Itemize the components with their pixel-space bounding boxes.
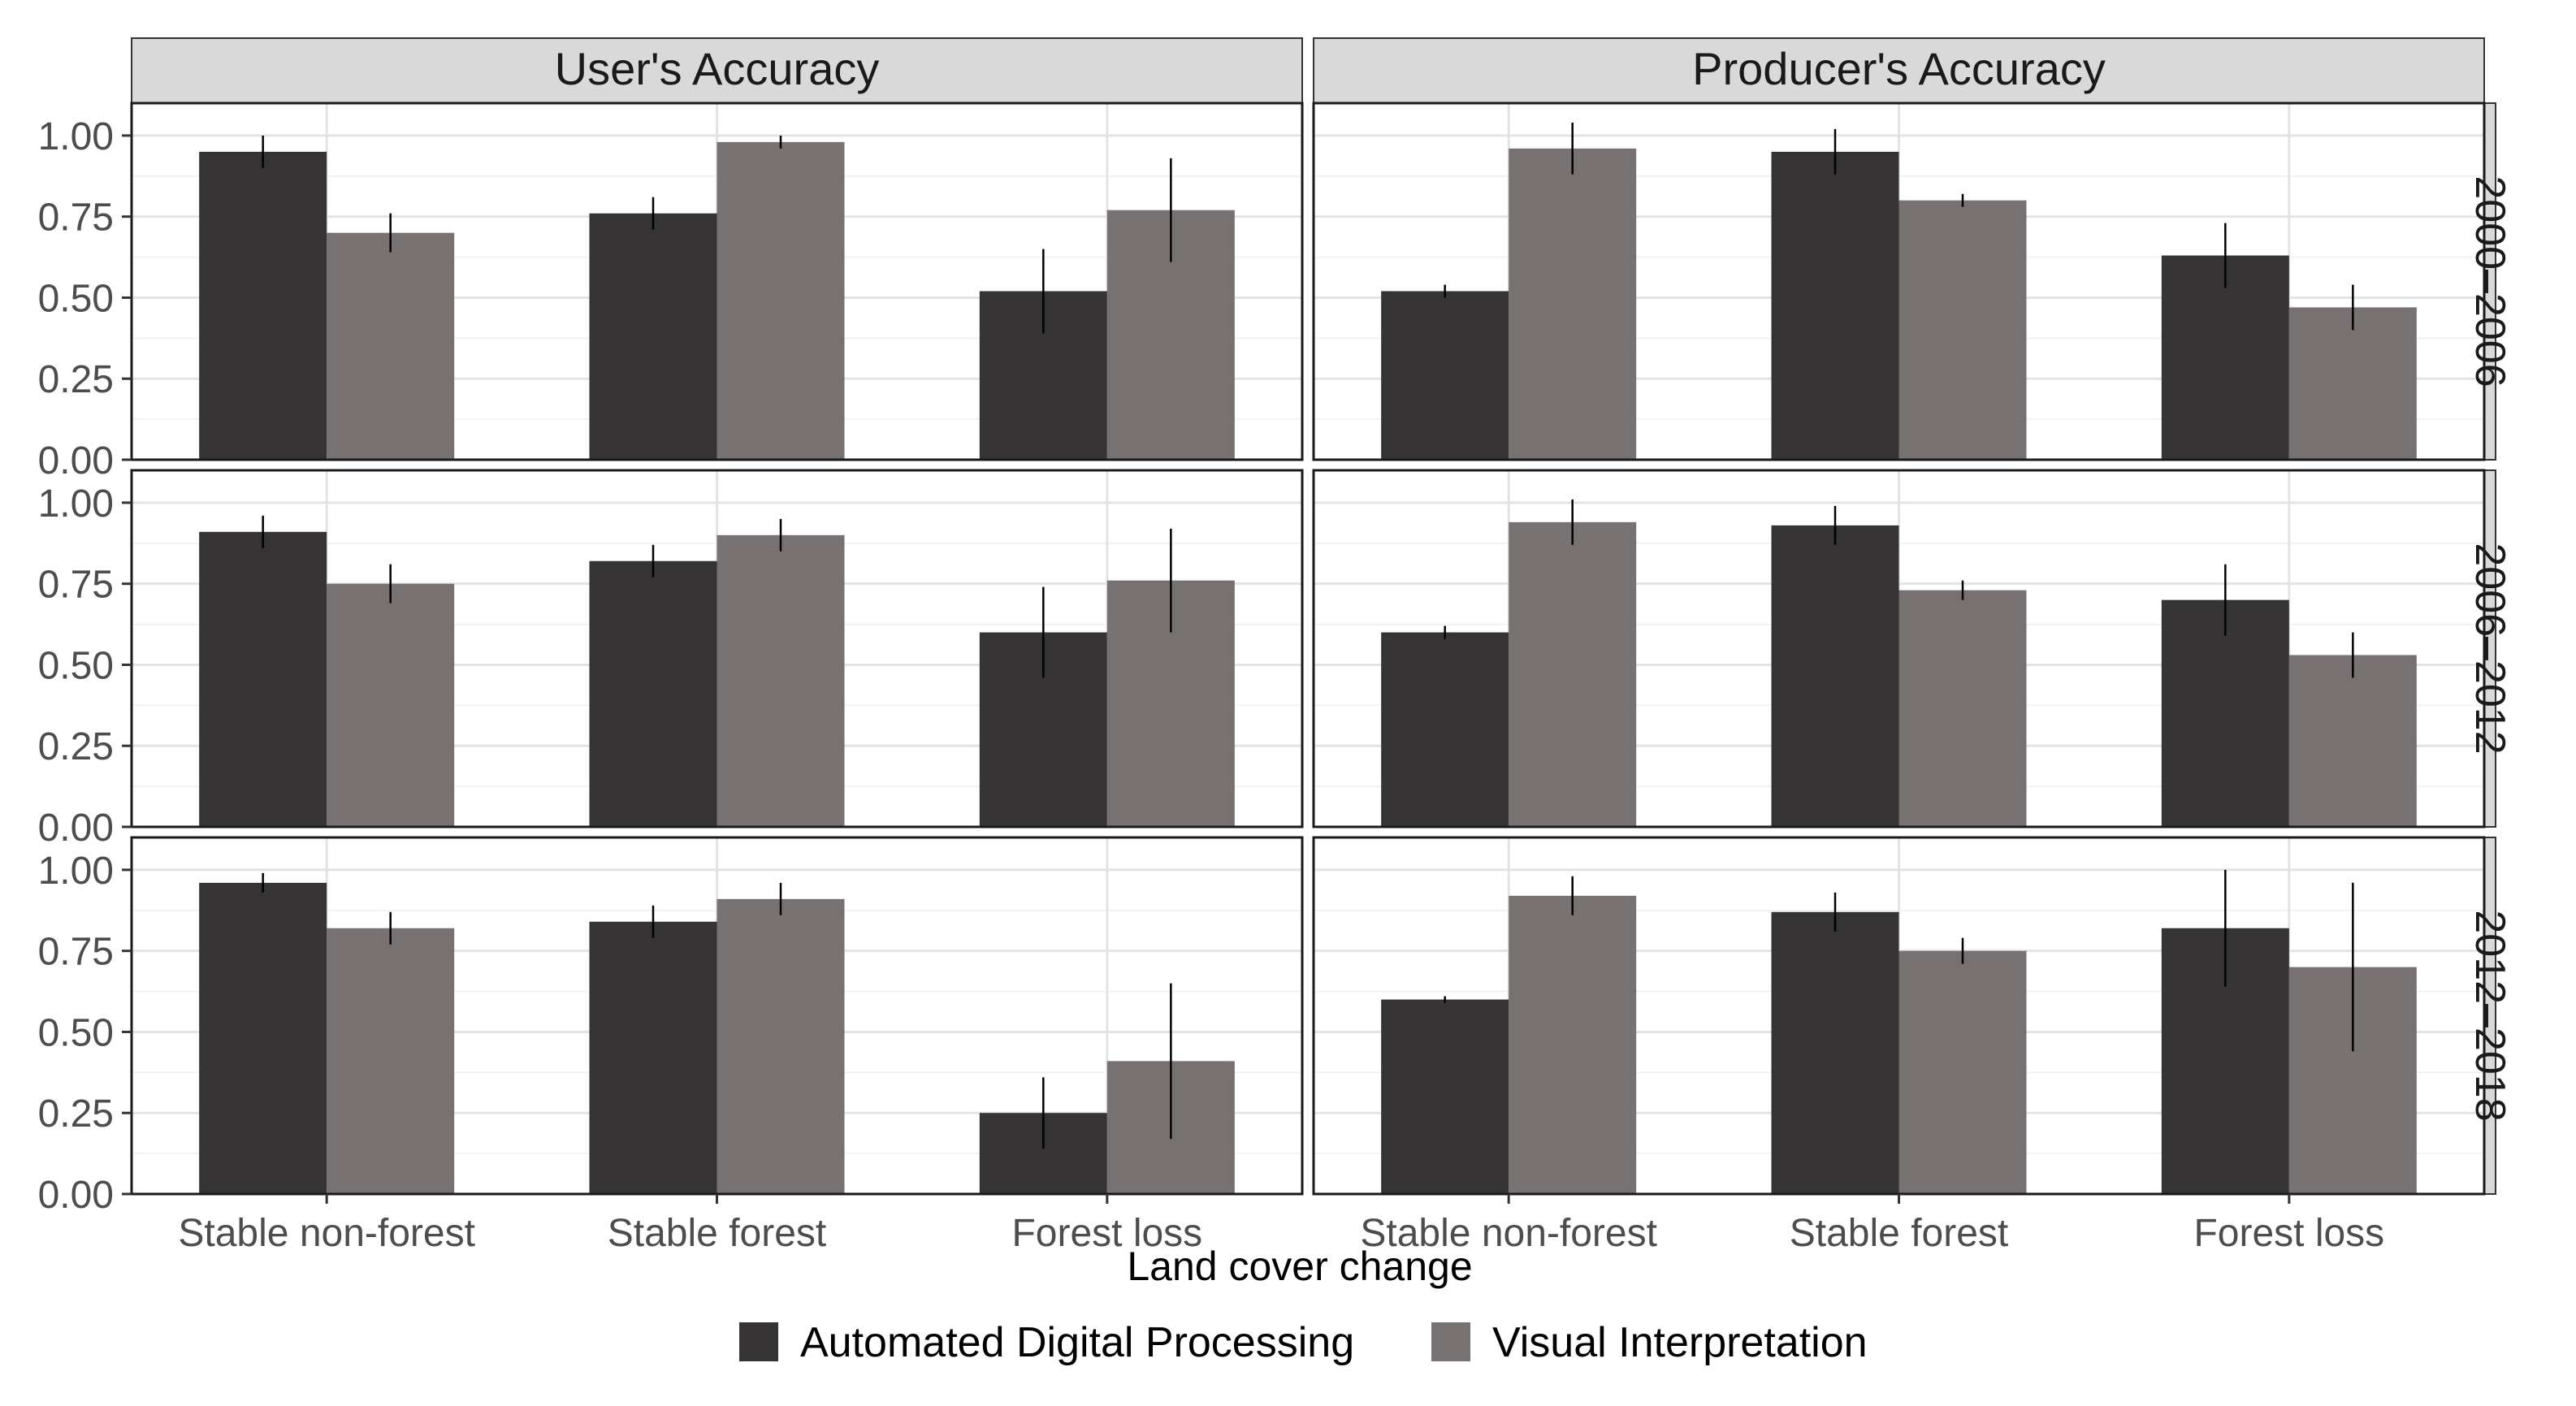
panel-border-producer-s-accuracy-2006-2012	[1312, 469, 2486, 828]
y-tick-label: 0.00	[38, 439, 114, 482]
y-tick-label: 0.50	[38, 1011, 114, 1054]
bar-producer-s-accuracy-2000-2006-stable-non-forest-visual-interpretation	[1509, 148, 1637, 460]
bar-producer-s-accuracy-2000-2006-forest-loss-automated-digital-processing	[2161, 255, 2289, 460]
y-tick-label: 1.00	[38, 115, 114, 158]
bar-producer-s-accuracy-2000-2006-stable-forest-automated-digital-processing	[1771, 151, 1899, 460]
y-tick-label: 0.25	[38, 725, 114, 768]
x-tick-label: Forest loss	[2193, 1212, 2384, 1255]
bar-producer-s-accuracy-2006-2012-stable-forest-automated-digital-processing	[1771, 525, 1899, 827]
facet-label-producer-s-accuracy: Producer's Accuracy	[1692, 43, 2106, 94]
bar-producer-s-accuracy-2012-2018-stable-non-forest-automated-digital-processing	[1381, 999, 1509, 1194]
grid-layer	[132, 103, 2484, 1196]
x-tick-label: Stable non-forest	[1360, 1212, 1657, 1255]
y-tick-label: 0.00	[38, 807, 114, 850]
bar-producer-s-accuracy-2006-2012-forest-loss-visual-interpretation	[2288, 655, 2417, 827]
panel-border-user-s-accuracy-2000-2006	[130, 102, 1304, 461]
bar-producer-s-accuracy-2000-2006-stable-forest-visual-interpretation	[1898, 200, 2027, 460]
bar-producer-s-accuracy-2006-2012-stable-non-forest-visual-interpretation	[1509, 521, 1637, 827]
bar-producer-s-accuracy-2012-2018-stable-forest-visual-interpretation	[1898, 950, 2027, 1194]
x-tick-label: Stable non-forest	[178, 1212, 475, 1255]
x-tick-label: Stable forest	[1790, 1212, 2008, 1255]
legend-swatch-automated	[739, 1322, 778, 1361]
facet-strip-user-s-accuracy	[131, 37, 1303, 104]
bar-user-s-accuracy-2006-2012-stable-non-forest-automated-digital-processing	[199, 531, 327, 827]
y-tick-label: 0.75	[38, 931, 114, 974]
y-tick-label: 0.75	[38, 197, 114, 240]
y-tick-label: 0.25	[38, 358, 114, 401]
bar-user-s-accuracy-2000-2006-stable-forest-visual-interpretation	[717, 141, 845, 460]
bar-producer-s-accuracy-2012-2018-stable-non-forest-visual-interpretation	[1509, 895, 1637, 1194]
y-tick-label: 0.00	[38, 1174, 114, 1217]
panel-border-producer-s-accuracy-2000-2006	[1312, 102, 2486, 461]
bar-user-s-accuracy-2012-2018-stable-non-forest-visual-interpretation	[327, 928, 455, 1194]
y-tick-label: 0.25	[38, 1092, 114, 1136]
label-layer: User's Accuracy Producer's Accuracy 2000–2…	[38, 43, 2513, 1255]
bar-producer-s-accuracy-2006-2012-stable-forest-visual-interpretation	[1898, 590, 2027, 827]
legend-label-automated: Automated Digital Processing	[800, 1319, 1354, 1366]
bar-user-s-accuracy-2012-2018-stable-forest-automated-digital-processing	[589, 921, 717, 1194]
bar-layer	[199, 122, 2417, 1194]
y-tick-label: 1.00	[38, 850, 114, 893]
facet-label-2006-2012: 2006–2012	[2466, 543, 2513, 754]
bar-producer-s-accuracy-2006-2012-forest-loss-automated-digital-processing	[2161, 599, 2289, 827]
y-tick-label: 0.50	[38, 277, 114, 320]
bar-user-s-accuracy-2006-2012-stable-forest-automated-digital-processing	[589, 560, 717, 827]
frame-layer	[122, 37, 2496, 1204]
bar-user-s-accuracy-2006-2012-stable-non-forest-visual-interpretation	[327, 583, 455, 827]
x-tick-label: Stable forest	[608, 1212, 826, 1255]
bar-user-s-accuracy-2006-2012-stable-forest-visual-interpretation	[717, 534, 845, 827]
facet-label-2012-2018: 2012–2018	[2466, 910, 2513, 1121]
bar-user-s-accuracy-2012-2018-stable-forest-visual-interpretation	[717, 898, 845, 1194]
x-tick-label: Forest loss	[1011, 1212, 1202, 1255]
y-tick-label: 0.75	[38, 564, 114, 607]
y-tick-label: 1.00	[38, 482, 114, 526]
bar-producer-s-accuracy-2000-2006-stable-non-forest-automated-digital-processing	[1381, 291, 1509, 460]
facet-label-user-s-accuracy: User's Accuracy	[555, 43, 880, 94]
bar-user-s-accuracy-2000-2006-stable-non-forest-automated-digital-processing	[199, 151, 327, 460]
bar-user-s-accuracy-2000-2006-stable-non-forest-visual-interpretation	[327, 232, 455, 460]
legend-swatch-visual	[1431, 1322, 1470, 1361]
facet-strip-producer-s-accuracy	[1313, 37, 2485, 104]
facet-label-2000-2006: 2000–2006	[2466, 175, 2513, 387]
x-axis-title: Land cover change	[1127, 1244, 1472, 1289]
bar-user-s-accuracy-2012-2018-stable-non-forest-automated-digital-processing	[199, 882, 327, 1194]
panel-border-user-s-accuracy-2006-2012	[130, 469, 1304, 828]
bar-producer-s-accuracy-2000-2006-forest-loss-visual-interpretation	[2288, 307, 2417, 460]
y-tick-label: 0.50	[38, 644, 114, 687]
legend-label-visual: Visual Interpretation	[1492, 1319, 1868, 1366]
legend: Automated Digital Processing Visual Inte…	[739, 1319, 1868, 1366]
bar-user-s-accuracy-2000-2006-stable-forest-automated-digital-processing	[589, 213, 717, 460]
bar-producer-s-accuracy-2012-2018-stable-forest-automated-digital-processing	[1771, 911, 1899, 1194]
bar-producer-s-accuracy-2006-2012-stable-non-forest-automated-digital-processing	[1381, 632, 1509, 827]
